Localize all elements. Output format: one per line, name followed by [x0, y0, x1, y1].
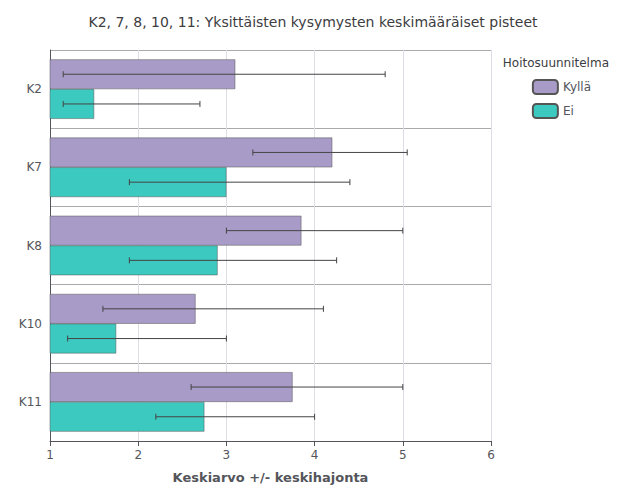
svg-text:K2, 7, 8, 10, 11: Yksittäisten: K2, 7, 8, 10, 11: Yksittäisten kysymyste… [88, 14, 538, 30]
svg-text:3: 3 [223, 448, 231, 462]
svg-text:Hoitosuunnitelma: Hoitosuunnitelma [503, 56, 609, 70]
svg-text:6: 6 [487, 448, 495, 462]
svg-text:5: 5 [399, 448, 407, 462]
svg-text:K2: K2 [26, 82, 42, 96]
svg-text:2: 2 [134, 448, 142, 462]
svg-text:Ei: Ei [563, 104, 574, 118]
svg-text:K11: K11 [19, 395, 42, 409]
svg-text:Kyllä: Kyllä [563, 80, 591, 94]
svg-text:K8: K8 [26, 239, 42, 253]
svg-text:K7: K7 [26, 160, 42, 174]
svg-text:K10: K10 [19, 317, 42, 331]
svg-text:Keskiarvo +/- keskihajonta: Keskiarvo +/- keskihajonta [173, 470, 369, 485]
svg-text:1: 1 [46, 448, 54, 462]
svg-text:4: 4 [311, 448, 319, 462]
